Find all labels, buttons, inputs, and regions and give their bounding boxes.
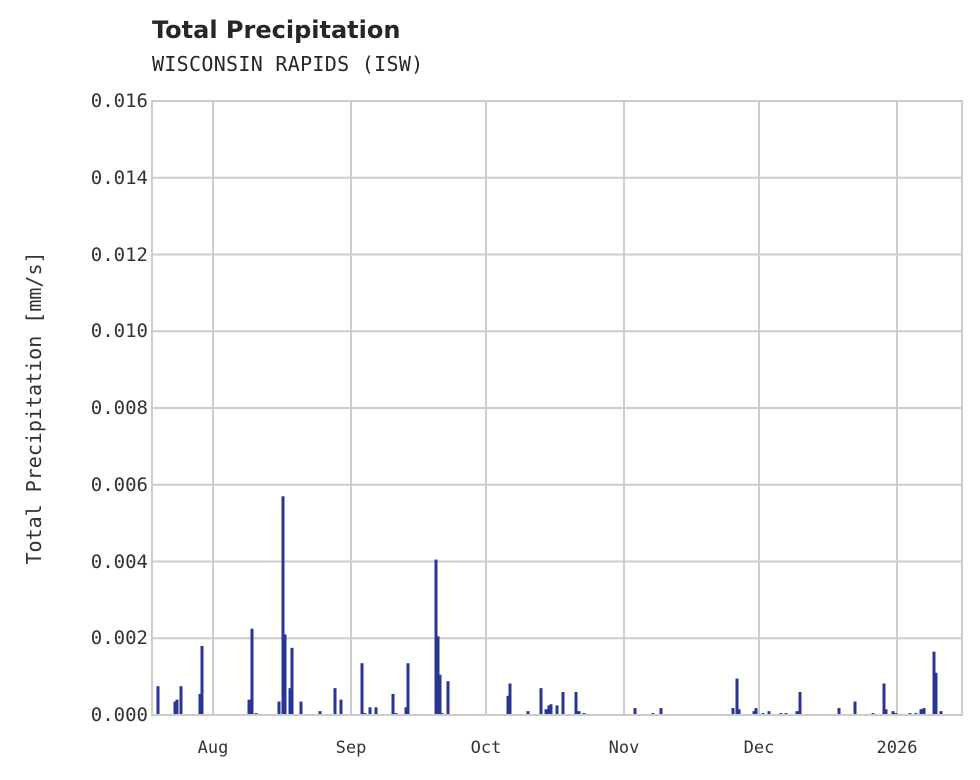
y-tick-label: 0.002 <box>90 627 148 650</box>
precipitation-bar <box>277 701 281 715</box>
precipitation-bar <box>891 711 895 715</box>
precipitation-bar <box>290 647 294 715</box>
precipitation-bar <box>283 634 287 715</box>
precipitation-bar <box>884 709 888 715</box>
precipitation-bar <box>752 711 756 715</box>
x-tick-label: Nov <box>608 738 640 758</box>
precipitation-bar <box>919 709 923 715</box>
precipitation-bar <box>577 711 581 715</box>
precipitation-bar <box>853 701 857 715</box>
x-tick-label: Dec <box>743 738 775 758</box>
precipitation-bar <box>179 686 183 715</box>
precipitation-bar <box>198 693 202 715</box>
gridlines <box>152 100 962 716</box>
precipitation-bar <box>735 678 739 715</box>
precipitation-bar <box>549 704 553 715</box>
precipitation-bar <box>574 691 578 715</box>
y-tick-label: 0.010 <box>90 320 148 343</box>
precipitation-bar <box>175 699 179 715</box>
precipitation-bar <box>156 686 160 715</box>
precipitation-bar <box>932 651 936 715</box>
precipitation-bar <box>731 708 735 715</box>
precipitation-bar <box>633 708 637 715</box>
precipitation-bar <box>438 674 442 715</box>
precipitation-bar <box>539 688 543 715</box>
precipitation-bar <box>368 707 372 715</box>
chart-subtitle: WISCONSIN RAPIDS (ISW) <box>152 52 424 76</box>
precipitation-bar <box>288 688 292 715</box>
precipitation-bar <box>555 705 559 715</box>
precipitation-bar <box>434 559 438 715</box>
y-tick-label: 0.004 <box>90 550 148 573</box>
precipitation-bar <box>360 663 364 715</box>
precipitation-bar <box>281 496 285 715</box>
precipitation-bar <box>247 699 251 715</box>
precipitation-bars <box>156 496 943 715</box>
y-tick-label: 0.012 <box>90 243 148 266</box>
precipitation-bar <box>506 695 510 715</box>
x-tick-label: Aug <box>197 738 229 758</box>
precipitation-bar <box>391 693 395 715</box>
x-tick-label: Sep <box>335 738 367 758</box>
precipitation-bar <box>767 711 771 715</box>
precipitation-bar <box>561 691 565 715</box>
y-tick-label: 0.006 <box>90 473 148 496</box>
y-tick-label: 0.014 <box>90 166 148 189</box>
precipitation-bar <box>737 709 741 715</box>
precipitation-bar <box>250 628 254 715</box>
precipitation-bar <box>795 711 799 715</box>
precipitation-bar <box>754 708 758 715</box>
precipitation-bar <box>339 699 343 715</box>
precipitation-bar <box>318 711 322 715</box>
y-tick-label: 0.008 <box>90 397 148 419</box>
precipitation-bar <box>934 672 938 715</box>
precipitation-bar <box>200 645 204 715</box>
x-tick-label: 2026 <box>876 738 918 758</box>
precipitation-bar <box>446 681 450 715</box>
chart-title: Total Precipitation <box>152 16 401 44</box>
precipitation-bar <box>659 708 663 715</box>
precipitation-bar <box>333 688 337 715</box>
x-tick-label: Oct <box>470 738 502 758</box>
precipitation-bar <box>526 711 530 715</box>
precipitation-bar <box>798 691 802 715</box>
y-tick-label: 0.000 <box>90 704 148 726</box>
precipitation-bar <box>547 705 551 715</box>
precipitation-bar <box>436 636 440 715</box>
precipitation-bar <box>922 708 926 715</box>
precipitation-bar <box>837 708 841 715</box>
plot-frame <box>151 100 963 716</box>
precipitation-bar <box>173 701 177 715</box>
precipitation-bar <box>882 683 886 715</box>
precipitation-bar <box>406 663 410 715</box>
precipitation-bar <box>299 701 303 715</box>
precipitation-bar <box>404 707 408 715</box>
precipitation-bar <box>508 683 512 715</box>
precipitation-bar <box>544 709 548 715</box>
precipitation-bar <box>374 707 378 715</box>
y-tick-label: 0.016 <box>90 90 148 112</box>
precipitation-bar <box>939 711 943 715</box>
